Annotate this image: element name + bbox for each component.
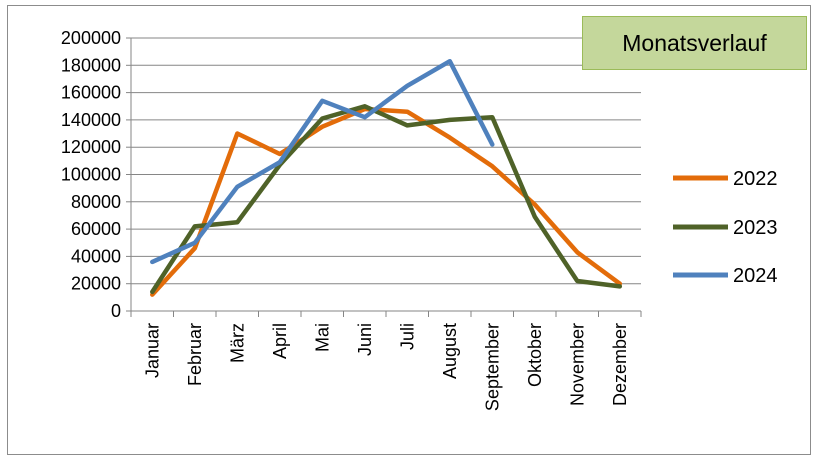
y-tick-label: 40000 [71,246,121,266]
legend-label-2022: 2022 [733,168,778,190]
x-tick-label: Mai [312,323,332,352]
y-tick-label: 60000 [71,219,121,239]
x-tick-label: November [567,323,587,406]
x-tick-label: September [482,323,502,411]
x-tick-label: Juli [397,323,417,350]
legend-label-2024: 2024 [733,265,778,287]
x-tick-label: März [227,323,247,363]
y-tick-label: 160000 [61,83,121,103]
chart-title: Monatsverlauf [582,16,807,70]
x-tick-label: August [440,323,460,379]
y-tick-label: 80000 [71,192,121,212]
x-tick-label: Juni [355,323,375,356]
x-tick-label: April [270,323,290,359]
chart-area [7,5,811,455]
x-tick-label: Oktober [525,323,545,387]
series-line-2022 [150,106,623,297]
y-tick-label: 0 [111,301,121,321]
x-tick-label: Januar [142,323,162,378]
y-tick-label: 200000 [61,28,121,48]
series-line-2024 [150,58,495,265]
y-tick-label: 20000 [71,274,121,294]
x-tick-label: Februar [185,323,205,386]
y-tick-label: 120000 [61,137,121,157]
series-line-2023 [150,104,623,295]
y-tick-label: 100000 [61,165,121,185]
y-tick-label: 140000 [61,110,121,130]
y-tick-label: 180000 [61,55,121,75]
legend-label-2023: 2023 [733,217,778,239]
x-tick-label: Dezember [610,323,630,406]
